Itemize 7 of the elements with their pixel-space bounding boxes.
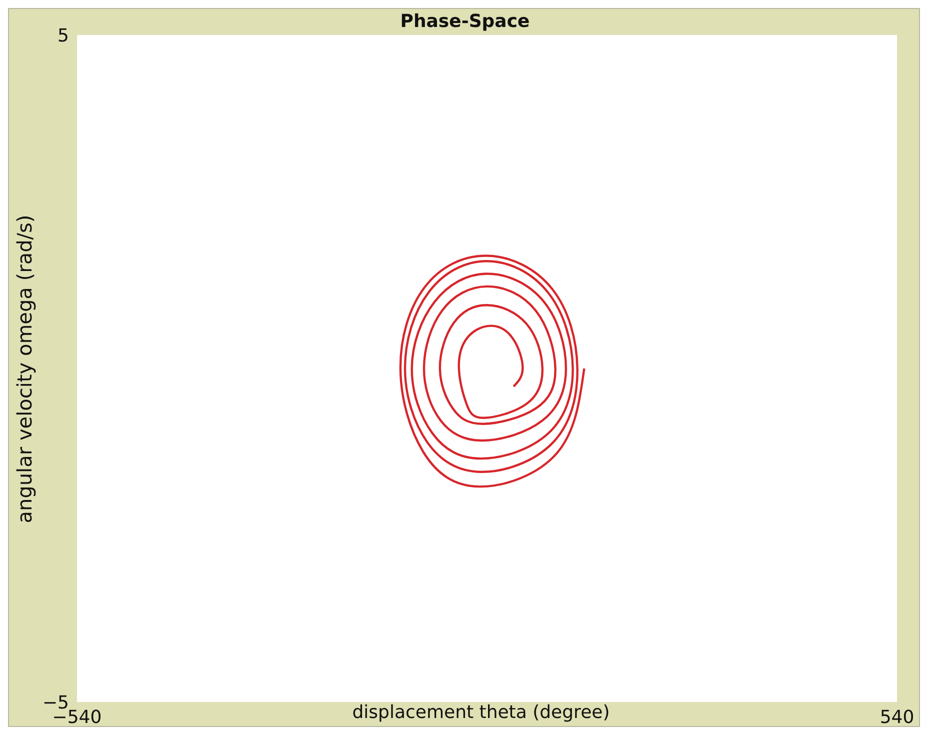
x-axis-title: displacement theta (degree) [352, 702, 610, 723]
chart-title: Phase-Space [400, 11, 530, 32]
y-axis-title: angular velocity omega (rad/s) [12, 214, 36, 523]
x-tick-label: 540 [880, 706, 914, 728]
y-tick-label: −5 [42, 692, 69, 714]
y-tick-label: 5 [58, 25, 69, 46]
line-series [399, 254, 586, 488]
